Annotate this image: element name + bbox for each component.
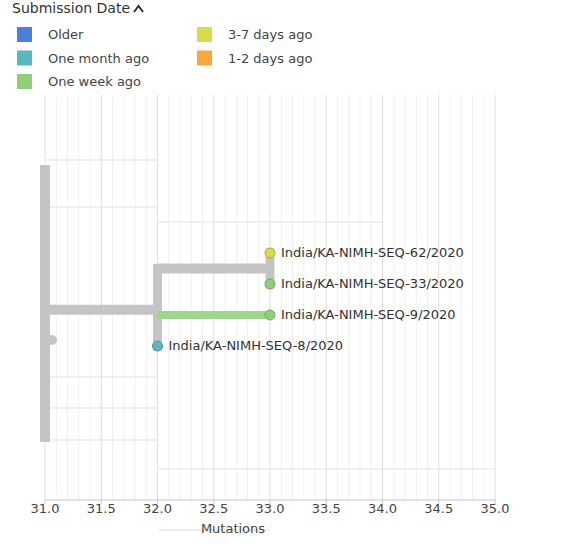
minor-grid-line [281,95,282,500]
background-branch [45,408,158,409]
minor-grid-line [112,95,113,500]
minor-grid-line [180,95,181,500]
connector [153,269,162,347]
minor-grid-line [56,95,57,500]
minor-grid-line [191,95,192,500]
minor-grid-line [135,95,136,500]
root-node [47,335,57,345]
minor-grid-line [416,95,417,500]
tick-label: 32.0 [143,501,172,516]
tip-label: India/KA-NIMH-SEQ-62/2020 [281,245,464,260]
tips: India/KA-NIMH-SEQ-62/2020 India/KA-NIMH-S… [153,245,464,353]
root-stem [40,165,50,442]
chart: 31.0 31.5 32.0 32.5 33.0 33.5 34.0 34.5 35.0 Muta… [0,0,561,547]
tick-label: 34.0 [368,501,397,516]
minor-grid-line [348,95,349,500]
tick-label: 31.5 [87,501,116,516]
minor-grid-line [483,95,484,500]
minor-grid-line [225,95,226,500]
legend-swatch [197,27,212,42]
background-branch [158,469,495,470]
background-branches [45,160,495,469]
background-branch [45,207,158,208]
minor-grid-line [78,95,79,500]
legend: Submission Date Older One month ago One wee… [12,0,312,89]
grid-line [326,95,327,500]
background-branch [45,440,158,441]
grid-line [438,95,439,500]
legend-swatch [17,27,32,42]
branch [158,311,271,319]
background-branch [45,160,158,161]
legend-label: Older [48,27,84,42]
minor-grid-line [202,95,203,500]
background-branch [158,222,383,223]
minor-grid-line [315,95,316,500]
legend-swatch [17,51,32,66]
tree [45,165,270,442]
minor-grid-line [371,95,372,500]
minor-grid-line [450,95,451,500]
x-axis: 31.0 31.5 32.0 32.5 33.0 33.5 34.0 34.5 35.0 Muta… [31,500,510,536]
minor-grid-line [146,95,147,500]
grid-line [45,95,46,500]
grid [45,95,495,500]
tip-label: India/KA-NIMH-SEQ-8/2020 [169,338,344,353]
legend-label: 3-7 days ago [228,27,312,42]
tick-label: 35.0 [481,501,510,516]
grid-line [382,95,383,500]
minor-grid-line [123,95,124,500]
grid-line [213,95,214,500]
legend-label: 1-2 days ago [228,51,312,66]
minor-grid-line [247,95,248,500]
tip [153,341,163,351]
minor-grid-line [393,95,394,500]
minor-grid-line [405,95,406,500]
minor-grid-line [337,95,338,500]
tick-label: 34.5 [424,501,453,516]
axis-title: Mutations [201,521,265,536]
legend-label: One week ago [48,74,141,89]
minor-grid-line [303,95,304,500]
minor-grid-line [168,95,169,500]
tip-label: India/KA-NIMH-SEQ-33/2020 [281,276,464,291]
grid-line [270,95,271,500]
background-branch [45,377,158,378]
legend-swatch [17,74,32,89]
minor-grid-line [461,95,462,500]
minor-grid-line [67,95,68,500]
tick-label: 33.5 [312,501,341,516]
minor-grid-line [258,95,259,500]
minor-grid-line [90,95,91,500]
tick-label: 31.0 [31,501,60,516]
branch [158,264,271,274]
tick-label: 32.5 [199,501,228,516]
tip [265,279,275,289]
legend-swatch [197,51,212,66]
grid-line [495,95,496,500]
minor-grid-line [472,95,473,500]
minor-grid-line [360,95,361,500]
grid-line [157,95,158,500]
minor-grid-line [292,95,293,500]
legend-label: One month ago [48,51,149,66]
grid-line [101,95,102,500]
branch [45,305,158,315]
minor-grid-line [236,95,237,500]
tick-label: 33.0 [256,501,285,516]
axis-line [45,500,495,501]
legend-title: Submission Date [12,0,130,16]
tip-label: India/KA-NIMH-SEQ-9/2020 [281,307,456,322]
caret-icon [134,6,143,12]
tip [265,310,275,320]
tip [265,248,275,258]
minor-grid-line [427,95,428,500]
